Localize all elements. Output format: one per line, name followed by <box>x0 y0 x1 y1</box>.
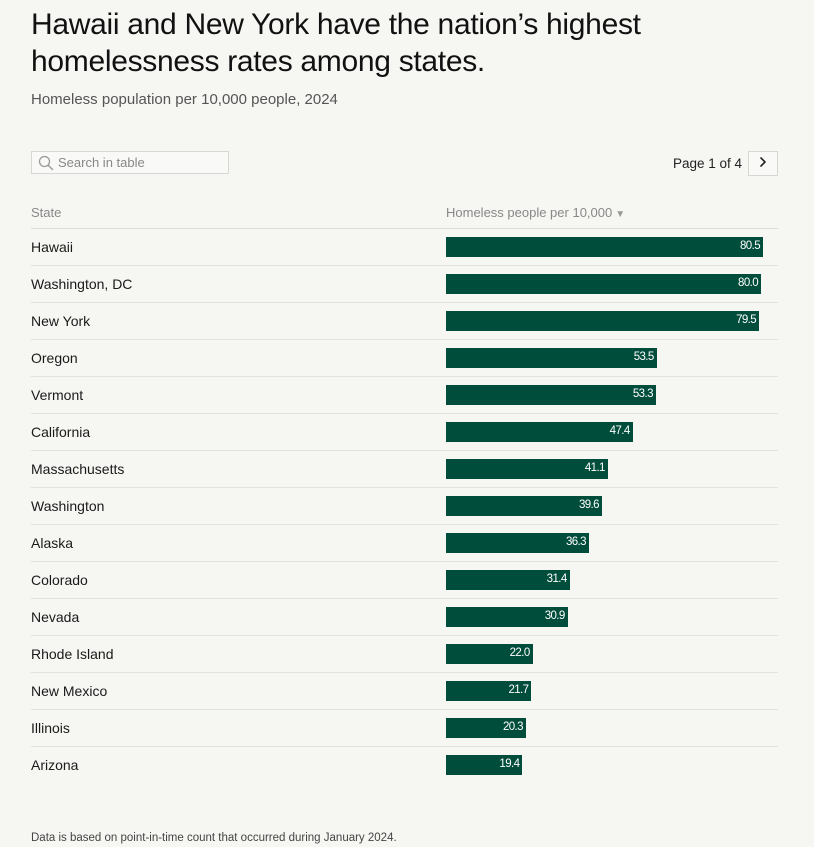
bar-value-label: 30.9 <box>544 610 566 622</box>
table-row: Vermont 53.3 <box>31 377 778 414</box>
bar-value-label: 19.4 <box>499 758 520 770</box>
state-label: Illinois <box>31 720 70 736</box>
footnote: Data is based on point-in-time count tha… <box>31 832 397 844</box>
bar-value-label: 41.1 <box>584 462 606 474</box>
bar-value-label: 53.3 <box>632 388 654 400</box>
state-label: New Mexico <box>31 683 108 699</box>
state-label: Massachusetts <box>31 461 125 477</box>
next-page-button[interactable] <box>748 151 778 176</box>
table-row: Arizona 19.4 <box>31 747 778 784</box>
bar-value-label: 53.5 <box>633 351 655 363</box>
chevron-right-icon <box>758 155 768 173</box>
bar-value-label: 79.5 <box>736 314 757 326</box>
bar-value-label: 20.3 <box>502 721 524 733</box>
column-header-state[interactable]: State <box>31 205 62 220</box>
search-icon <box>38 155 54 171</box>
state-label: Arizona <box>31 757 79 773</box>
bar-value-label: 36.3 <box>565 536 587 548</box>
bar: 53.3 <box>446 385 656 405</box>
state-label: Oregon <box>31 350 78 366</box>
header-divider <box>31 228 778 229</box>
bar: 36.3 <box>446 533 589 553</box>
bar: 21.7 <box>446 681 532 701</box>
bar-value-label: 80.0 <box>738 277 759 289</box>
table-row: Colorado 31.4 <box>31 562 778 599</box>
table-row: Nevada 30.9 <box>31 599 778 636</box>
chart-title: Hawaii and New York have the nation’s hi… <box>31 8 641 78</box>
state-label: Vermont <box>31 387 84 403</box>
bar: 39.6 <box>446 496 602 516</box>
bar: 41.1 <box>446 459 608 479</box>
state-label: New York <box>31 313 91 329</box>
state-label: Alaska <box>31 535 74 551</box>
bar: 31.4 <box>446 570 570 590</box>
bar: 80.0 <box>446 274 762 294</box>
column-header-value[interactable]: Homeless people per 10,000 ▼ <box>446 205 625 220</box>
table-row: Hawaii 80.5 <box>31 229 778 266</box>
state-label: Colorado <box>31 572 88 588</box>
bar-value-label: 31.4 <box>546 573 568 585</box>
bar: 47.4 <box>446 422 633 442</box>
bar: 22.0 <box>446 644 533 664</box>
table-row: Massachusetts 41.1 <box>31 451 778 488</box>
table-row: Alaska 36.3 <box>31 525 778 562</box>
table-row: Illinois 20.3 <box>31 710 778 747</box>
bar-value-label: 47.4 <box>609 425 631 437</box>
search-box[interactable] <box>31 151 229 174</box>
pagination-label: Page 1 of 4 <box>673 156 743 171</box>
table-body: Hawaii 80.5 Washington, DC 80.0 New York 79.5… <box>31 229 778 784</box>
state-label: Washington <box>31 498 105 514</box>
bar: 53.5 <box>446 348 657 368</box>
table-row: California 47.4 <box>31 414 778 451</box>
bar: 19.4 <box>446 755 523 775</box>
search-input[interactable] <box>58 152 226 173</box>
bar-value-label: 21.7 <box>508 684 529 696</box>
state-label: Washington, DC <box>31 276 133 292</box>
bar-value-label: 80.5 <box>740 240 761 252</box>
table-row: Washington 39.6 <box>31 488 778 525</box>
bar: 80.5 <box>446 237 763 257</box>
state-label: Rhode Island <box>31 646 114 662</box>
table-row: Oregon 53.5 <box>31 340 778 377</box>
table-row: New Mexico 21.7 <box>31 673 778 710</box>
sort-desc-icon: ▼ <box>615 209 626 220</box>
table-row: Washington, DC 80.0 <box>31 266 778 303</box>
column-header-value-label: Homeless people per 10,000 <box>446 205 613 220</box>
bar-value-label: 22.0 <box>509 647 531 659</box>
state-label: Nevada <box>31 609 80 625</box>
state-label: Hawaii <box>31 239 74 255</box>
chart-subtitle: Homeless population per 10,000 people, 2… <box>31 91 338 108</box>
state-label: California <box>31 424 91 440</box>
bar: 79.5 <box>446 311 760 331</box>
bar: 20.3 <box>446 718 526 738</box>
table-row: New York 79.5 <box>31 303 778 340</box>
table-row: Rhode Island 22.0 <box>31 636 778 673</box>
bar-value-label: 39.6 <box>578 499 600 511</box>
bar: 30.9 <box>446 607 568 627</box>
